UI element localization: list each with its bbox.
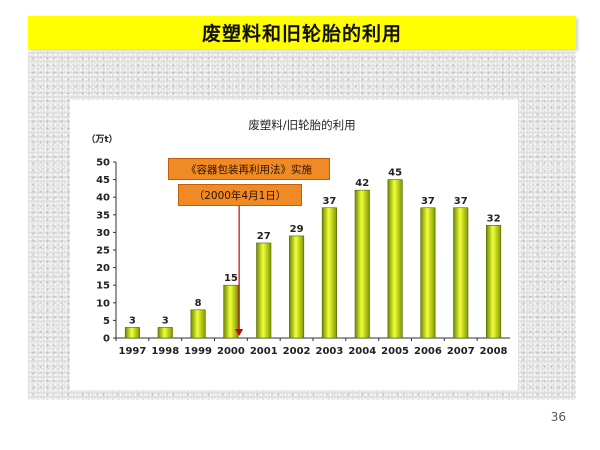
- y-tick-label: 5: [103, 316, 110, 327]
- x-tick-label-1998: 1998: [151, 346, 179, 357]
- bar-2006: [420, 207, 436, 339]
- data-label-2000: 15: [224, 273, 238, 284]
- x-tick-label-2006: 2006: [414, 346, 442, 357]
- data-label-2002: 29: [290, 224, 304, 235]
- y-tick-label: 30: [96, 228, 110, 239]
- x-tick-label-2000: 2000: [217, 346, 245, 357]
- y-tick-label: 15: [96, 281, 110, 292]
- y-tick-label: 25: [96, 246, 110, 257]
- bar-1997: [124, 327, 140, 339]
- y-tick-label: 45: [96, 175, 110, 186]
- law-implementation-date-note: （2000年4月1日）: [178, 184, 302, 206]
- bar-2008: [486, 225, 502, 339]
- bar-2004: [354, 189, 370, 339]
- bar-2007: [453, 207, 469, 339]
- x-tick-label-1997: 1997: [118, 346, 146, 357]
- x-tick-label-2004: 2004: [348, 346, 376, 357]
- bar-2003: [321, 207, 337, 339]
- bar-2001: [256, 242, 272, 339]
- x-tick-label-2001: 2001: [250, 346, 278, 357]
- data-label-1997: 3: [129, 315, 136, 326]
- data-label-2007: 37: [454, 196, 468, 207]
- data-label-2006: 37: [421, 196, 435, 207]
- bar-2002: [289, 235, 305, 339]
- page-number: 36: [550, 410, 566, 424]
- data-label-1999: 8: [195, 298, 202, 309]
- y-tick-label: 0: [103, 334, 110, 345]
- y-tick-label: 50: [96, 158, 110, 169]
- data-label-2003: 37: [322, 196, 336, 207]
- bar-1999: [190, 309, 206, 339]
- implementation-marker-arrowhead: [235, 329, 244, 336]
- x-tick-label-2008: 2008: [480, 346, 508, 357]
- law-implementation-note: 《容器包装再利用法》实施: [168, 158, 330, 180]
- y-tick-label: 35: [96, 210, 110, 221]
- bar-2000: [223, 284, 239, 339]
- y-axis-unit-label: （万t）: [86, 134, 117, 145]
- x-tick-label-1999: 1999: [184, 346, 212, 357]
- bar-chart: 废塑料/旧轮胎的利用 （万t） 0 5 10 15 20 25 30 35 40 45 50 1997…: [86, 118, 510, 357]
- x-tick-label-2003: 2003: [315, 346, 343, 357]
- y-tick-label: 20: [96, 263, 110, 274]
- y-tick-label: 40: [96, 193, 110, 204]
- slide-title: 废塑料和旧轮胎的利用: [28, 16, 576, 49]
- x-tick-label-2007: 2007: [447, 346, 475, 357]
- bar-1998: [157, 327, 173, 339]
- bar-2005: [387, 179, 403, 339]
- y-tick-label: 10: [96, 298, 110, 309]
- data-label-1998: 3: [162, 315, 169, 326]
- chart-container: 废塑料/旧轮胎的利用 （万t） 0 5 10 15 20 25 30 35 40 45 50 1997…: [70, 100, 518, 390]
- chart-title: 废塑料/旧轮胎的利用: [248, 118, 355, 132]
- data-label-2001: 27: [257, 231, 271, 242]
- x-tick-label-2005: 2005: [381, 346, 409, 357]
- data-label-2004: 42: [355, 178, 369, 189]
- data-label-2008: 32: [487, 213, 501, 224]
- x-tick-label-2002: 2002: [283, 346, 311, 357]
- data-label-2005: 45: [388, 168, 402, 179]
